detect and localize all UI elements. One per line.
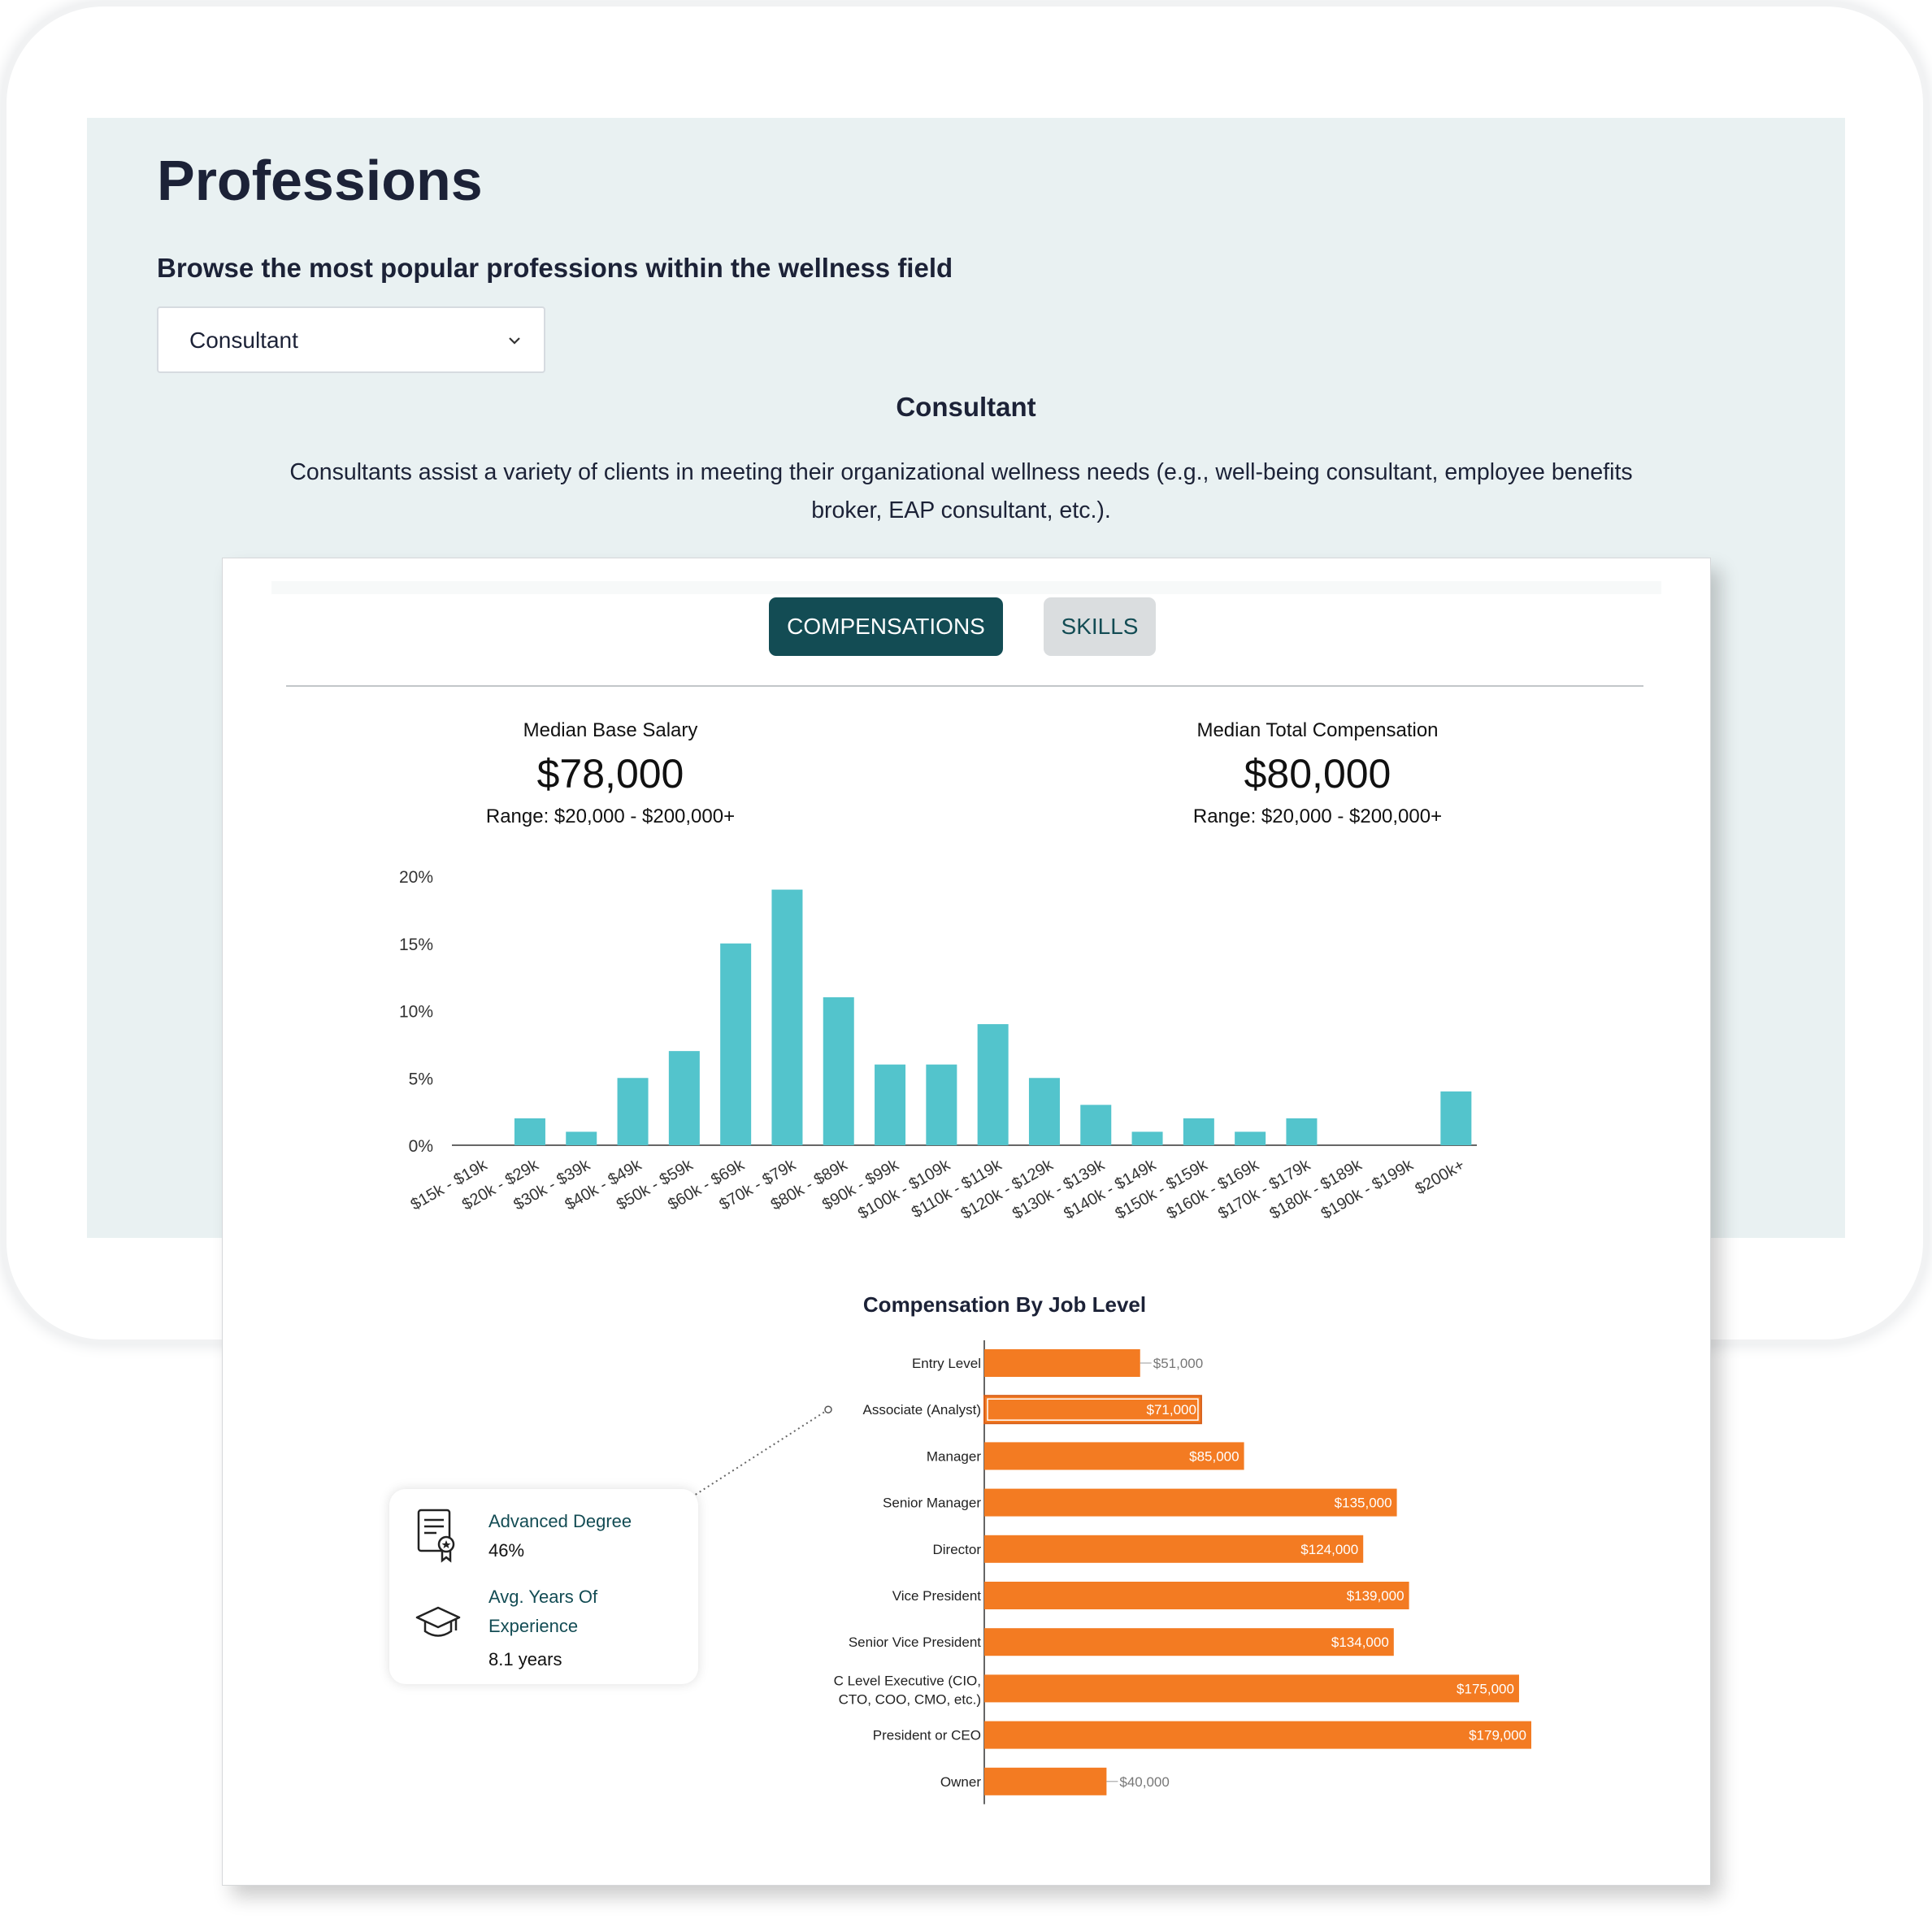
chevron-down-icon [509,337,520,345]
job-level-bar [983,1395,1202,1425]
value-label: $85,000 [1189,1448,1239,1464]
graduation-cap-icon [415,1606,461,1637]
value-label: $179,000 [1469,1728,1526,1743]
median-base-salary: Median Base Salary $78,000 Range: $20,00… [367,719,854,828]
job-level-label: Senior Manager [883,1496,981,1511]
histogram-bar [1080,1105,1112,1145]
job-level-bar [984,1674,1519,1703]
y-tick-label: 5% [409,1070,433,1088]
advanced-degree-value: 46% [488,1540,525,1561]
histogram-bar [771,889,803,1145]
histogram-bar [823,996,854,1145]
job-level-bar [984,1488,1397,1517]
avg-experience-label-line1: Avg. Years Of [488,1587,598,1607]
job-level-label: President or CEO [873,1728,981,1743]
tab-divider [286,685,1643,687]
job-level-bar [984,1442,1244,1470]
avg-experience-label-line2: Experience [488,1616,579,1636]
histogram-bar [1286,1118,1318,1145]
value-label: $124,000 [1300,1542,1358,1557]
job-level-label: Director [932,1542,981,1557]
histogram-bar [875,1064,906,1145]
histogram-bar [1235,1131,1266,1145]
job-level-label: Senior Vice President [849,1635,981,1650]
compensation-card: COMPENSATIONS SKILLS Median Base Salary … [222,558,1711,1886]
profession-name: Consultant [896,392,1036,422]
profession-select[interactable]: Consultant [157,306,545,373]
median-total-compensation: Median Total Compensation $80,000 Range:… [1074,719,1561,828]
job-level-label: CTO, COO, CMO, etc.) [839,1691,981,1707]
profession-description: Consultants assist a variety of clients … [289,459,1633,523]
avg-experience-value: 8.1 years [488,1649,562,1669]
job-level-label: Manager [927,1448,981,1464]
highlight-outline [987,1398,1199,1421]
job-level-bar [984,1767,1107,1795]
stat-value: $80,000 [1244,751,1391,797]
tab-strip [271,581,1661,594]
profession-select-value: Consultant [189,328,298,353]
stat-label: Median Total Compensation [1196,719,1439,741]
job-level-label: Owner [940,1774,981,1790]
stat-value: $78,000 [536,751,684,797]
y-tick-label: 0% [409,1137,433,1156]
value-label: $135,000 [1335,1496,1392,1511]
job-level-chart: Compensation By Job Level Entry Level $51,… [672,1292,1531,1804]
avg-experience-label: Avg. Years Of Experience [488,1583,597,1641]
value-label: $71,000 [1146,1402,1196,1418]
job-level-label: Vice President [892,1588,982,1604]
value-label: $175,000 [1457,1681,1514,1696]
stat-range: Range: $20,000 - $200,000+ [1192,805,1443,827]
job-level-label: Entry Level [912,1356,981,1371]
page-subtitle: Browse the most popular professions with… [157,253,953,283]
histogram-bar [514,1118,545,1145]
y-tick-label: 15% [399,936,433,954]
connector-dot [824,1405,832,1413]
job-level-bar [984,1349,1140,1377]
salary-histogram: 0%5%10%15%20%$15k - $19k$20k - $29k$30k … [399,868,1477,1223]
histogram-bar [1131,1131,1163,1145]
histogram-bar [1440,1091,1472,1145]
histogram-bar [668,1051,700,1145]
value-label: $40,000 [1119,1774,1169,1790]
histogram-bar [1183,1118,1214,1145]
value-label: $139,000 [1347,1588,1404,1604]
job-level-label: C Level Executive (CIO, [834,1673,981,1688]
job-level-bar [984,1628,1394,1656]
value-label: $134,000 [1331,1635,1389,1650]
job-level-bar [984,1721,1531,1749]
y-tick-label: 10% [399,1003,433,1022]
advanced-degree-label: Advanced Degree [488,1511,632,1531]
stat-label: Median Base Salary [523,719,698,741]
chart-title: Compensation By Job Level [863,1292,1146,1317]
stat-range: Range: $20,000 - $200,000+ [485,805,736,827]
job-level-bar [984,1582,1409,1609]
histogram-bar [617,1078,649,1145]
histogram-bar [977,1024,1009,1145]
tab-compensations[interactable]: COMPENSATIONS [769,597,1003,656]
info-connector [675,1409,829,1508]
certificate-icon [417,1509,455,1563]
tab-skills[interactable]: SKILLS [1044,597,1156,656]
profession-info-box: Advanced Degree 46% Avg. Years Of Experi… [389,1489,698,1684]
value-label: $51,000 [1153,1356,1203,1371]
histogram-bar [720,943,752,1145]
y-tick-label: 20% [399,868,433,887]
job-level-label: Associate (Analyst) [863,1402,982,1418]
job-level-bar [984,1535,1364,1563]
histogram-bar [566,1131,597,1145]
histogram-bar [1028,1078,1060,1145]
histogram-bar [926,1064,957,1145]
page-title: Professions [157,149,483,212]
